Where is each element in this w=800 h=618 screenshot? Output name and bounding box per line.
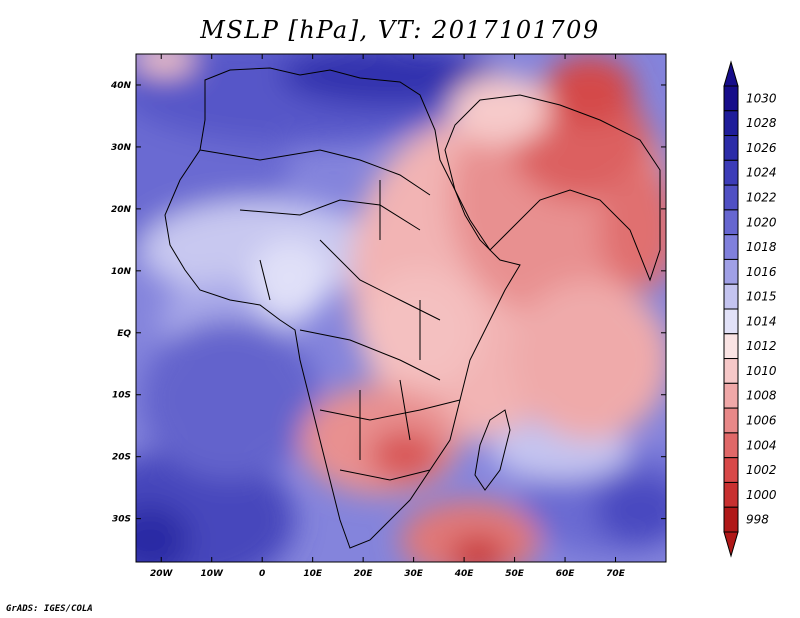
x-tick-label: 10E <box>303 569 323 579</box>
colorbar-label: 1015 <box>746 290 777 304</box>
plot-frame <box>135 53 667 563</box>
colorbar-swatch <box>723 283 739 310</box>
colorbar-label: 998 <box>746 513 769 527</box>
colorbar-swatch <box>723 85 739 112</box>
colorbar-label: 1016 <box>746 265 777 279</box>
colorbar-label: 1030 <box>746 91 777 105</box>
colorbar-swatch <box>723 407 739 434</box>
x-tick-label: 30E <box>404 569 424 579</box>
colorbar-swatch <box>723 159 739 186</box>
colorbar-label: 1014 <box>746 314 777 328</box>
colorbar-label: 1004 <box>746 438 777 452</box>
y-tick-label: 30N <box>111 143 132 153</box>
colorbar-label: 1018 <box>746 240 777 254</box>
colorbar-bottom-arrow <box>723 531 739 558</box>
colorbar-label: 1010 <box>746 364 777 378</box>
colorbar-label: 1024 <box>746 166 777 180</box>
colorbar-label: 1012 <box>746 339 777 353</box>
y-axis: 40N 30N 20N 10N EQ 10S 20S 30S <box>110 81 666 525</box>
colorbar-label: 1026 <box>746 141 777 155</box>
colorbar-swatch <box>723 135 739 161</box>
colorbar-swatch <box>723 358 739 384</box>
colorbar-swatch <box>723 457 739 483</box>
colorbar-label: 1020 <box>746 215 777 229</box>
colorbar-swatch <box>723 234 739 260</box>
colorbar-label: 1000 <box>746 488 777 502</box>
x-tick-label: 10W <box>200 569 224 579</box>
colorbar-swatch <box>723 184 739 211</box>
x-tick-label: 20W <box>150 569 174 579</box>
colorbar-swatch <box>723 481 739 508</box>
y-tick-label: 10S <box>112 391 131 401</box>
map-title: MSLP [hPa], VT: 2017101709 <box>200 16 600 44</box>
x-tick-label: 0 <box>259 569 265 579</box>
y-tick-label: 30S <box>112 515 131 525</box>
colorbar-label: 1002 <box>746 463 777 477</box>
pressure-field <box>136 54 666 562</box>
colorbar-label: 1028 <box>746 116 777 130</box>
colorbar-swatch <box>723 110 739 137</box>
colorbar-swatch <box>723 258 739 285</box>
colorbar-label: 1006 <box>746 414 777 428</box>
y-tick-label: EQ <box>117 329 131 339</box>
coastlines <box>164 67 661 549</box>
colorbar-label: 1022 <box>746 191 777 205</box>
x-tick-label: 40E <box>454 569 475 579</box>
x-tick-label: 70E <box>606 569 626 579</box>
colorbar: 1030 1028 1026 1024 1022 1020 1018 1016 1015 1014… <box>723 60 777 558</box>
y-tick-label: 20S <box>112 453 131 463</box>
x-tick-label: 60E <box>556 569 576 579</box>
y-tick-label: 10N <box>111 267 132 277</box>
colorbar-label: 1008 <box>746 389 777 403</box>
y-tick-label: 40N <box>110 81 132 91</box>
credit-text: GrADS: IGES/COLA <box>6 604 93 614</box>
x-tick-label: 50E <box>505 569 525 579</box>
y-tick-label: 20N <box>111 205 132 215</box>
colorbar-swatch <box>723 209 739 236</box>
colorbar-swatch <box>723 382 739 409</box>
x-tick-label: 20E <box>354 569 374 579</box>
colorbar-swatch <box>723 506 739 533</box>
colorbar-swatch <box>723 308 739 335</box>
x-axis: 20W 10W 0 10E 20E 30E 40E 50E 60E 70E <box>150 54 626 579</box>
colorbar-top-arrow <box>723 60 739 87</box>
colorbar-swatch <box>723 333 739 360</box>
colorbar-swatch <box>723 432 739 459</box>
